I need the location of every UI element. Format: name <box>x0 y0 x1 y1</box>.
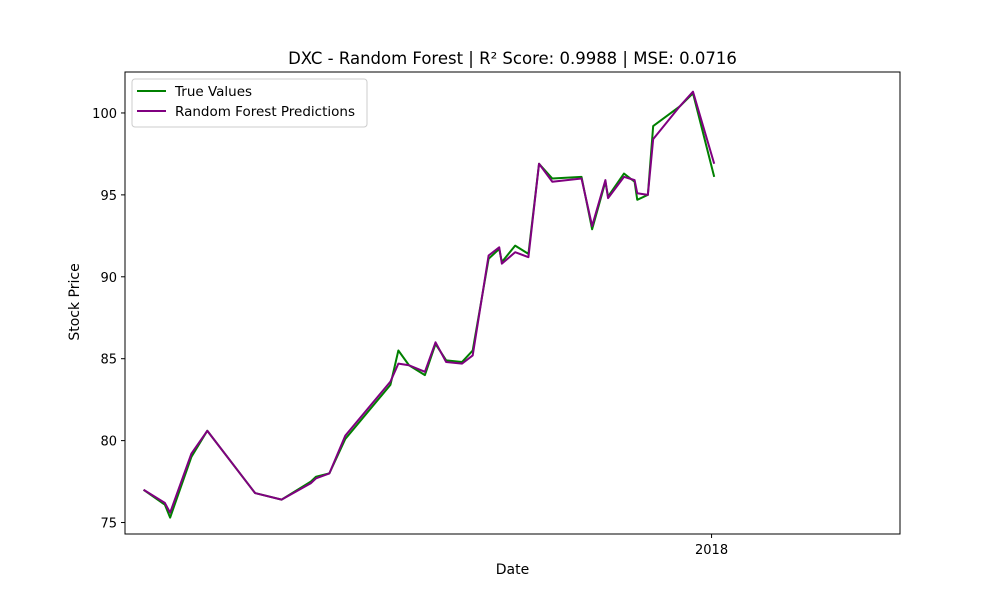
legend-label: True Values <box>174 84 252 100</box>
axes-layer: 75 80 85 90 95 100 2018 <box>92 107 728 558</box>
y-tick-label: 95 <box>100 189 117 204</box>
y-tick-label: 90 <box>100 271 117 286</box>
legend: True Values Random Forest Predictions <box>131 78 368 128</box>
plot-frame <box>124 71 901 535</box>
y-tick-label: 80 <box>100 435 117 450</box>
y-tick-label: 100 <box>92 107 117 122</box>
y-tick-label: 85 <box>100 353 117 368</box>
legend-box <box>131 78 368 128</box>
x-axis-label: Date <box>496 562 529 578</box>
x-tick-label: 2018 <box>695 543 728 558</box>
chart-title: DXC - Random Forest | R² Score: 0.9988 |… <box>288 49 737 68</box>
series-layer <box>143 90 716 519</box>
y-axis-label: Stock Price <box>67 263 83 340</box>
y-tick-label: 75 <box>100 517 117 532</box>
series-line-predictions <box>143 90 716 514</box>
legend-label: Random Forest Predictions <box>175 104 355 120</box>
